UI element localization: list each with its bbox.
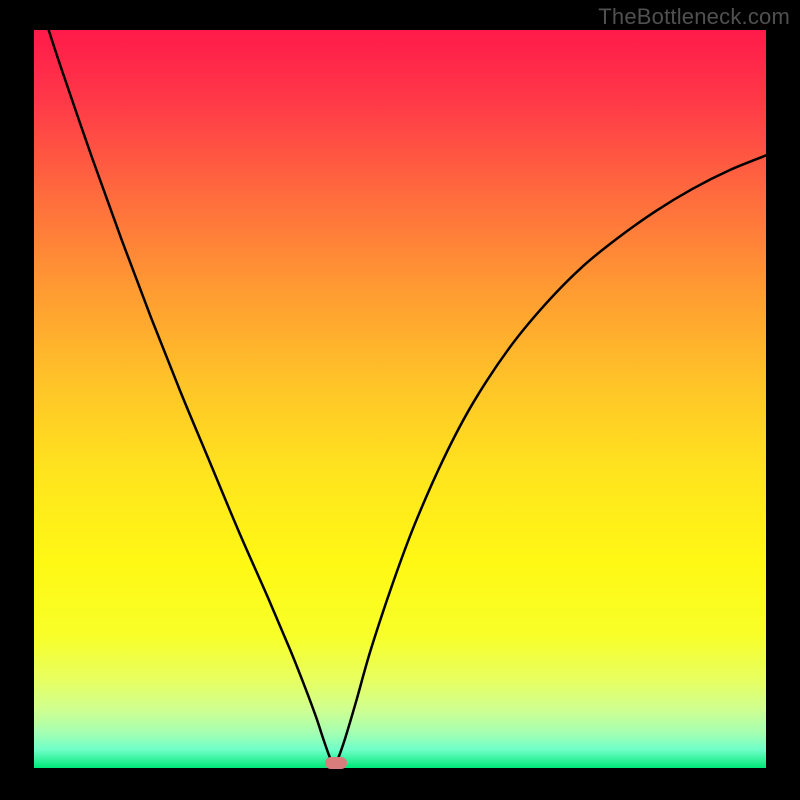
minimum-marker bbox=[325, 757, 347, 769]
plot-area bbox=[34, 30, 766, 768]
watermark-label: TheBottleneck.com bbox=[598, 4, 790, 30]
chart-container: TheBottleneck.com bbox=[0, 0, 800, 800]
bottleneck-curve bbox=[34, 30, 766, 768]
